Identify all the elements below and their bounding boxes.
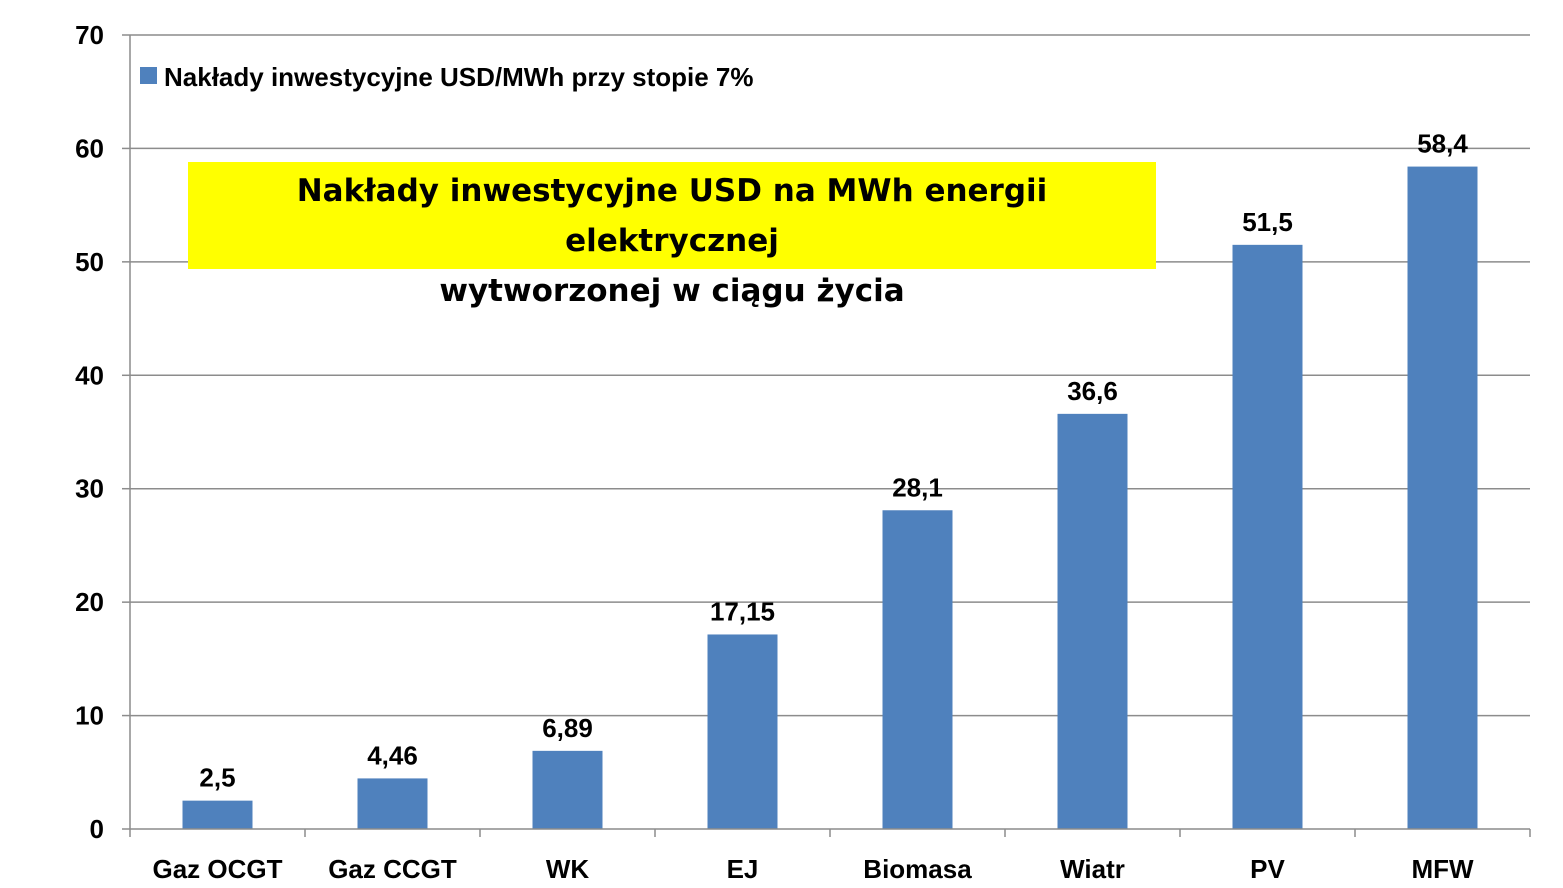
data-label: 6,89 bbox=[542, 713, 593, 743]
y-tick-label: 70 bbox=[75, 20, 104, 50]
chart-title-line-1: Nakłady inwestycyjne USD na MWh energii … bbox=[296, 173, 1048, 259]
chart-title: Nakłady inwestycyjne USD na MWh energii … bbox=[188, 162, 1156, 309]
x-axis: Gaz OCGT Gaz CCGT WK EJ Biomasa Wiatr PV MFW bbox=[129, 35, 1531, 884]
x-category-label: Biomasa bbox=[863, 854, 972, 884]
bar bbox=[707, 634, 778, 829]
y-tick-label: 30 bbox=[75, 474, 104, 504]
legend-swatch bbox=[140, 67, 157, 84]
y-tick-label: 40 bbox=[75, 360, 104, 390]
bar bbox=[182, 800, 253, 829]
bar bbox=[882, 510, 953, 829]
data-label: 2,5 bbox=[199, 763, 235, 793]
legend: Nakłady inwestycyjne USD/MWh przy stopie… bbox=[140, 62, 754, 92]
x-category-label: Gaz CCGT bbox=[328, 854, 457, 884]
x-category-label: Wiatr bbox=[1060, 854, 1125, 884]
data-label: 36,6 bbox=[1067, 376, 1118, 406]
x-category-label: PV bbox=[1250, 854, 1285, 884]
y-tick-label: 0 bbox=[90, 814, 104, 844]
chart-title-line-2: wytworzonej w ciągu życia bbox=[439, 273, 905, 309]
bar bbox=[357, 778, 428, 829]
legend-label: Nakłady inwestycyjne USD/MWh przy stopie… bbox=[164, 62, 754, 92]
y-tick-label: 60 bbox=[75, 133, 104, 163]
x-category-label: MFW bbox=[1411, 854, 1474, 884]
bar bbox=[532, 750, 603, 829]
bar bbox=[1232, 244, 1303, 830]
x-category-label: EJ bbox=[727, 854, 759, 884]
gridlines bbox=[130, 34, 1530, 717]
y-axis-ticks: 0 10 20 30 40 50 60 70 bbox=[75, 20, 130, 844]
bar bbox=[1407, 166, 1478, 829]
x-category-label: Gaz OCGT bbox=[152, 854, 282, 884]
data-label: 28,1 bbox=[892, 472, 943, 502]
bar bbox=[1057, 413, 1128, 829]
data-label: 4,46 bbox=[367, 740, 418, 770]
y-tick-label: 50 bbox=[75, 247, 104, 277]
data-label: 17,15 bbox=[710, 596, 775, 626]
data-label: 51,5 bbox=[1242, 207, 1293, 237]
data-labels: 2,5 4,46 6,89 17,15 28,1 36,6 51,5 58,4 bbox=[199, 129, 1468, 793]
y-tick-label: 20 bbox=[75, 587, 104, 617]
x-category-label: WK bbox=[546, 854, 590, 884]
data-label: 58,4 bbox=[1417, 129, 1468, 159]
bars bbox=[182, 166, 1478, 830]
y-tick-label: 10 bbox=[75, 701, 104, 731]
